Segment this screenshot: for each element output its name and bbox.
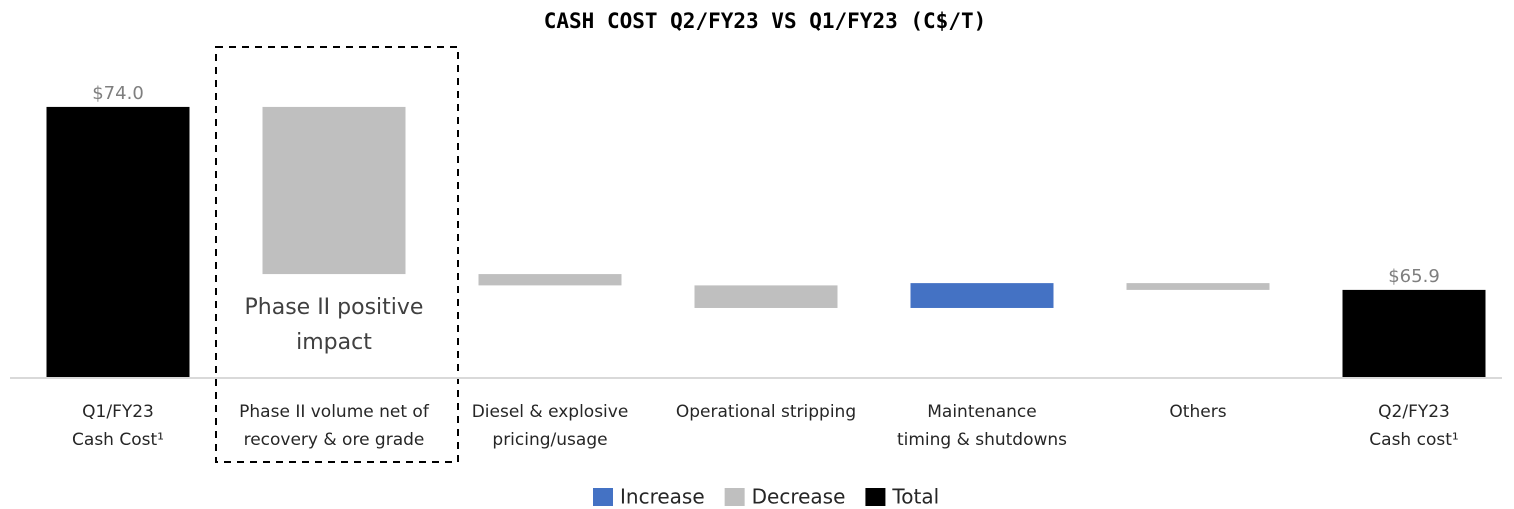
x-tick-label: Cash Cost¹	[72, 430, 164, 450]
value-label: $74.0	[92, 83, 144, 104]
x-tick-label: pricing/usage	[492, 430, 607, 450]
chart-title: CASH COST Q2/FY23 VS Q1/FY23 (C$/T)	[544, 9, 987, 33]
x-tick-label: Diesel & explosive	[472, 402, 629, 422]
annotation: Phase II positive	[245, 295, 424, 320]
x-tick-label: Q2/FY23	[1378, 402, 1450, 422]
annotation: impact	[296, 330, 372, 355]
legend-swatch	[724, 488, 745, 506]
x-tick-label: Phase II volume net of	[239, 402, 430, 422]
x-tick-label: Q1/FY23	[82, 402, 154, 422]
bar	[478, 274, 622, 286]
bar	[46, 106, 190, 379]
bar	[262, 106, 406, 275]
legend-swatch	[865, 488, 886, 506]
x-tick-label: Cash cost¹	[1369, 430, 1458, 450]
highlight-box	[215, 46, 459, 463]
bar	[1126, 283, 1270, 290]
x-tick-label: Others	[1169, 402, 1226, 422]
bar	[694, 285, 838, 308]
value-label: $65.9	[1388, 266, 1440, 287]
x-tick-label: timing & shutdowns	[897, 430, 1067, 450]
legend-label: Total	[891, 485, 939, 509]
bar	[1342, 289, 1486, 378]
x-tick-label: recovery & ore grade	[244, 430, 425, 450]
legend-label: Increase	[620, 485, 705, 509]
bar	[910, 283, 1054, 308]
x-tick-label: Operational stripping	[676, 402, 856, 422]
legend-swatch	[593, 488, 613, 506]
x-tick-label: Maintenance	[927, 402, 1036, 422]
legend-label: Decrease	[752, 485, 846, 509]
